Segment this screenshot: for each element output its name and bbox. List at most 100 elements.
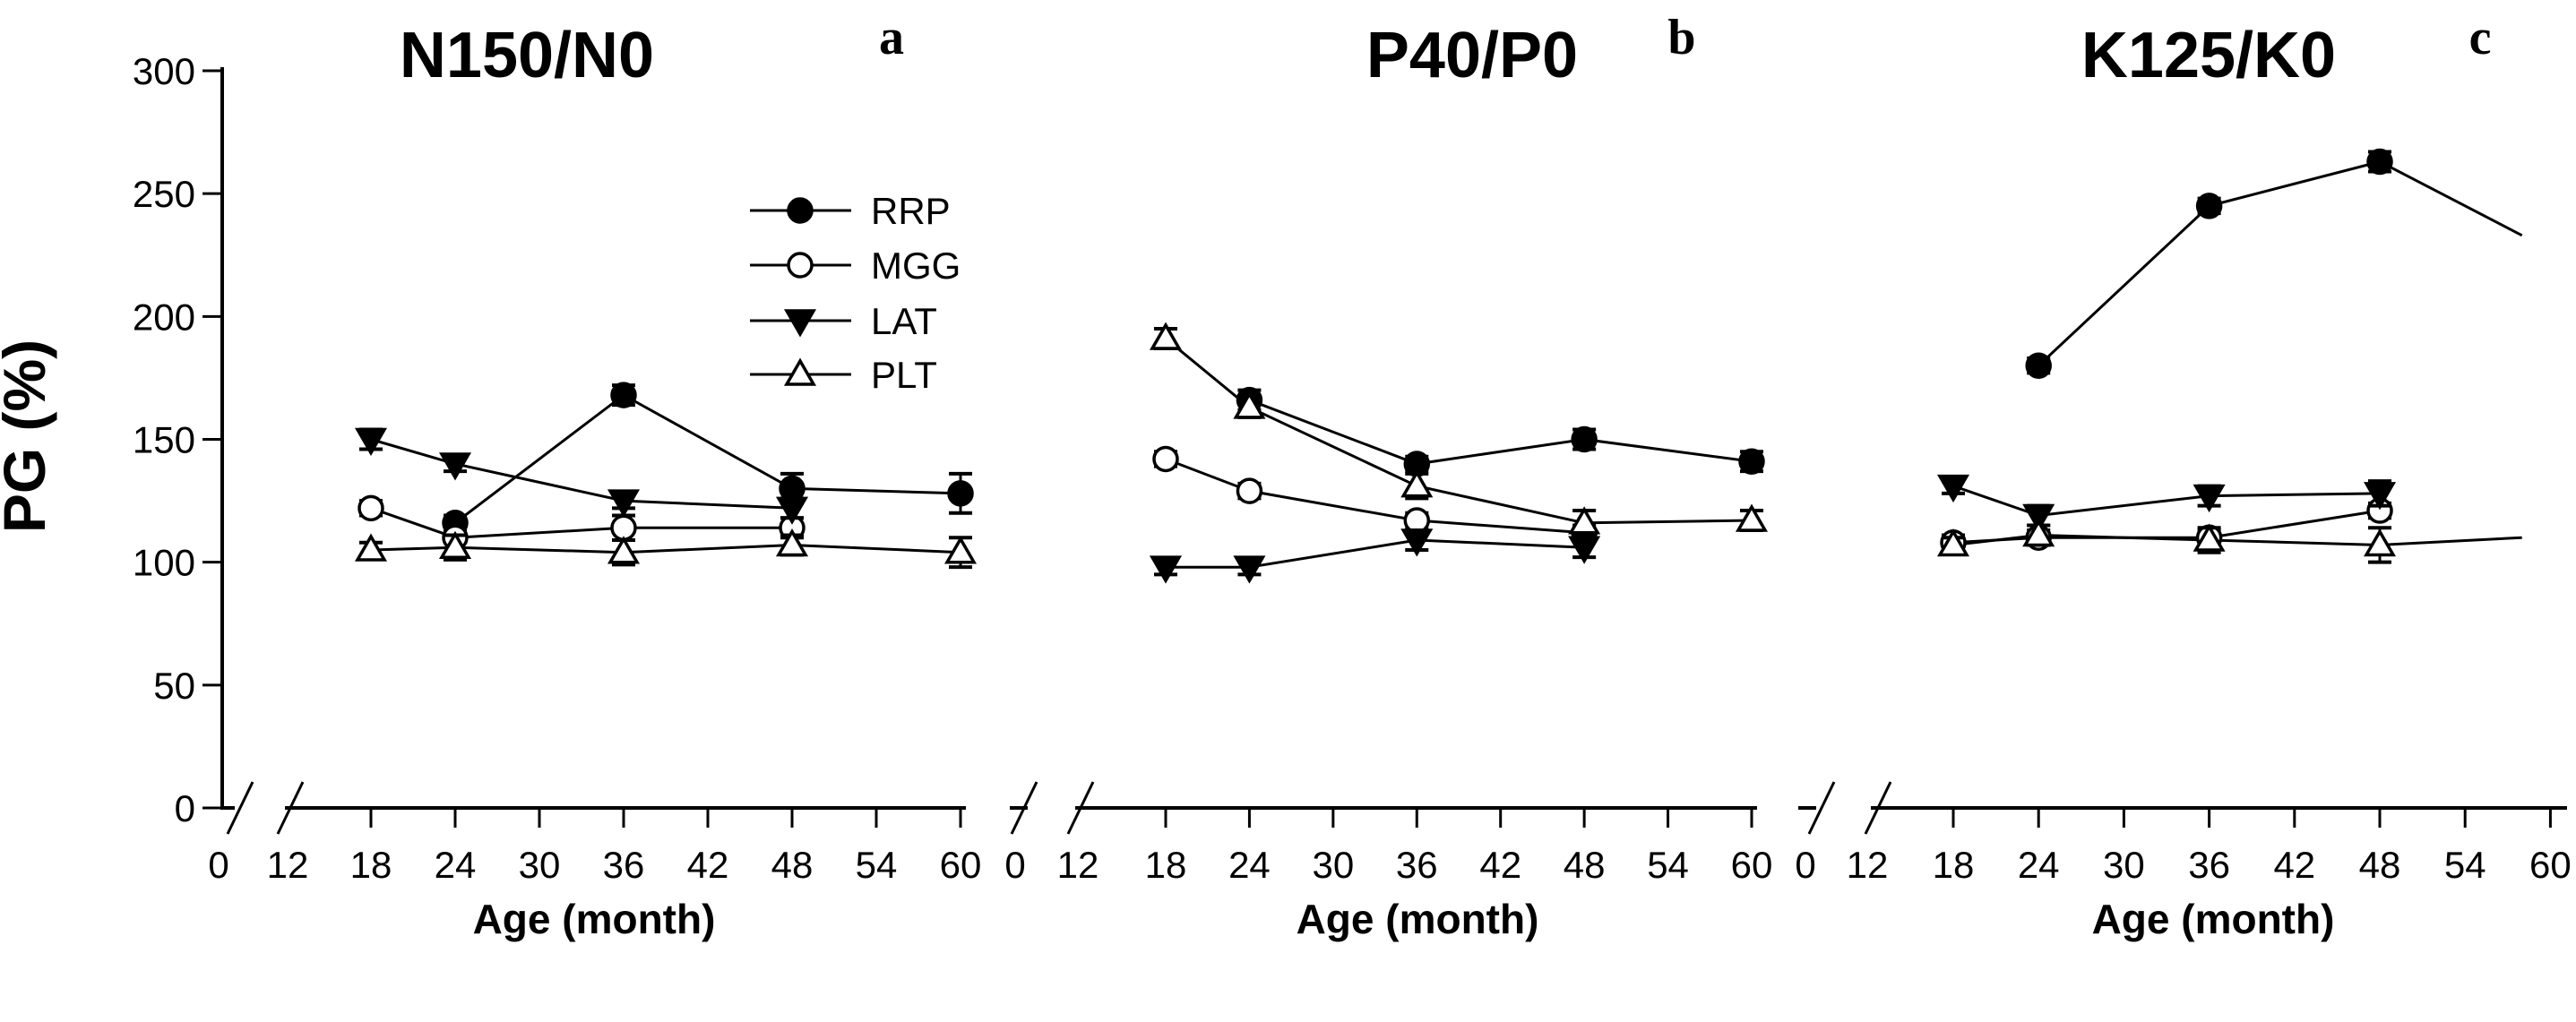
x-tick-label: 18 (1933, 844, 1975, 886)
data-point-marker-LAT (438, 452, 472, 481)
data-point-marker-RRP (1571, 425, 1598, 453)
x-tick-label: 54 (856, 844, 898, 886)
legend-label: RRP (871, 190, 951, 232)
axis-break-slash (226, 781, 254, 835)
legend-marker-PLT (783, 357, 817, 386)
x-tick-label: 30 (519, 844, 561, 886)
y-tick-label: 200 (133, 296, 195, 338)
series-LAT (1149, 528, 1601, 584)
panel-b: 18 24 30 36 42 48 54 60 0 12 P40/P0 b Age (month) (1004, 10, 1772, 942)
data-point-marker-MGG (1152, 445, 1179, 473)
panel-c: 18 24 30 36 42 48 54 60 0 12 K125/K0 c Age (month) (1795, 10, 2571, 942)
series-line-RRP (2038, 159, 2523, 367)
legend-label: MGG (871, 245, 961, 287)
series-RRP (1236, 386, 1765, 477)
panel-letter: b (1667, 10, 1695, 65)
y-tick-label: 100 (133, 542, 195, 584)
panel-title: N150/N0 (400, 20, 654, 91)
panel-letter: c (2469, 10, 2492, 65)
series-line-LAT (1166, 538, 1585, 569)
data-point-marker-PLT (1149, 322, 1183, 350)
x-tick-label: 42 (1479, 844, 1521, 886)
data-point-marker-LAT (775, 496, 809, 525)
y-tick-label: 50 (153, 665, 195, 707)
data-point-marker-LAT (354, 427, 388, 457)
data-point-marker-LAT (1400, 528, 1434, 557)
x-tick-label: 18 (1145, 844, 1187, 886)
legend-row-RRP: RRP (750, 190, 951, 232)
panel-letter: a (879, 10, 904, 65)
series-MGG (1940, 497, 2393, 556)
x-tick-label: 60 (2529, 844, 2572, 886)
data-point-marker-LAT (1149, 555, 1183, 584)
axis-break-slash (1010, 781, 1038, 835)
data-point-marker-PLT (2363, 528, 2397, 557)
legend-marker-LAT (783, 309, 817, 338)
x-tick-label: 36 (1396, 844, 1438, 886)
series-PLT (1149, 322, 1769, 537)
panel-title: K125/K0 (2081, 20, 2336, 91)
x-tick-label-zero: 0 (1004, 844, 1025, 886)
x-axis-title: Age (month) (2092, 896, 2335, 942)
y-tick-label: 300 (133, 50, 195, 92)
x-tick-label: 30 (2103, 844, 2145, 886)
legend-row-MGG: MGG (750, 245, 961, 287)
x-tick-label: 48 (1564, 844, 1606, 886)
legend: RRP MGG LAT PLT (750, 190, 961, 396)
data-point-marker-RRP (610, 382, 637, 408)
x-tick-label: 18 (350, 844, 392, 886)
x-tick-label: 36 (2188, 844, 2230, 886)
y-tick-label: 150 (133, 419, 195, 461)
series-line-MGG (370, 506, 792, 539)
data-point-marker-LAT (1568, 536, 1601, 564)
data-point-marker-LAT (1936, 474, 1970, 503)
x-tick-label: 42 (687, 844, 729, 886)
y-axis: 300 250 200 150 100 50 0 PG (%) (0, 50, 224, 829)
y-tick-label: 250 (133, 173, 195, 215)
data-point-marker-LAT (607, 489, 641, 518)
x-tick-label: 60 (1731, 844, 1773, 886)
data-point-marker-PLT (354, 533, 388, 562)
data-point-marker-PLT (2022, 518, 2055, 547)
legend-marker-RRP (787, 197, 814, 224)
series-PLT (1936, 518, 2397, 564)
data-point-marker-RRP (2366, 148, 2393, 176)
x-tick-label: 24 (1228, 844, 1271, 886)
data-point-marker-PLT (1400, 469, 1434, 498)
data-point-marker-RRP (2195, 193, 2223, 219)
data-point-marker-PLT (943, 536, 978, 564)
x-axis-title: Age (month) (473, 896, 716, 942)
x-tick-label: 30 (1312, 844, 1354, 886)
x-tick-label-zero: 0 (208, 844, 228, 886)
series-line-RRP (1248, 399, 1753, 466)
data-point-marker-MGG (1236, 477, 1263, 504)
data-point-marker-PLT (1233, 391, 1266, 419)
series-line-MGG (1165, 458, 1585, 535)
x-tick-label: 54 (1647, 844, 1689, 886)
data-point-marker-RRP (2025, 352, 2052, 379)
x-tick-label-twelve: 12 (1057, 844, 1099, 886)
legend-row-LAT: LAT (750, 300, 937, 342)
x-tick-label: 54 (2444, 844, 2486, 886)
data-point-marker-MGG (358, 494, 384, 522)
data-point-marker-PLT (2193, 523, 2226, 552)
y-tick-label: 0 (175, 787, 195, 829)
x-tick-label: 24 (2018, 844, 2060, 886)
y-axis-title: PG (%) (0, 339, 57, 533)
series-LAT (1936, 474, 2397, 533)
x-tick-label: 36 (603, 844, 645, 886)
x-axis-title: Age (month) (1297, 896, 1539, 942)
x-tick-label: 48 (771, 844, 814, 886)
data-point-marker-RRP (947, 480, 974, 507)
series-line-LAT (370, 438, 793, 510)
x-tick-label: 48 (2359, 844, 2401, 886)
data-point-marker-PLT (1568, 506, 1601, 535)
axis-break-slash (1807, 781, 1836, 835)
legend-label: LAT (871, 300, 937, 342)
data-point-marker-PLT (1936, 528, 1970, 557)
x-tick-label: 24 (435, 844, 477, 886)
data-point-marker-PLT (607, 536, 641, 564)
legend-label: PLT (871, 354, 937, 396)
